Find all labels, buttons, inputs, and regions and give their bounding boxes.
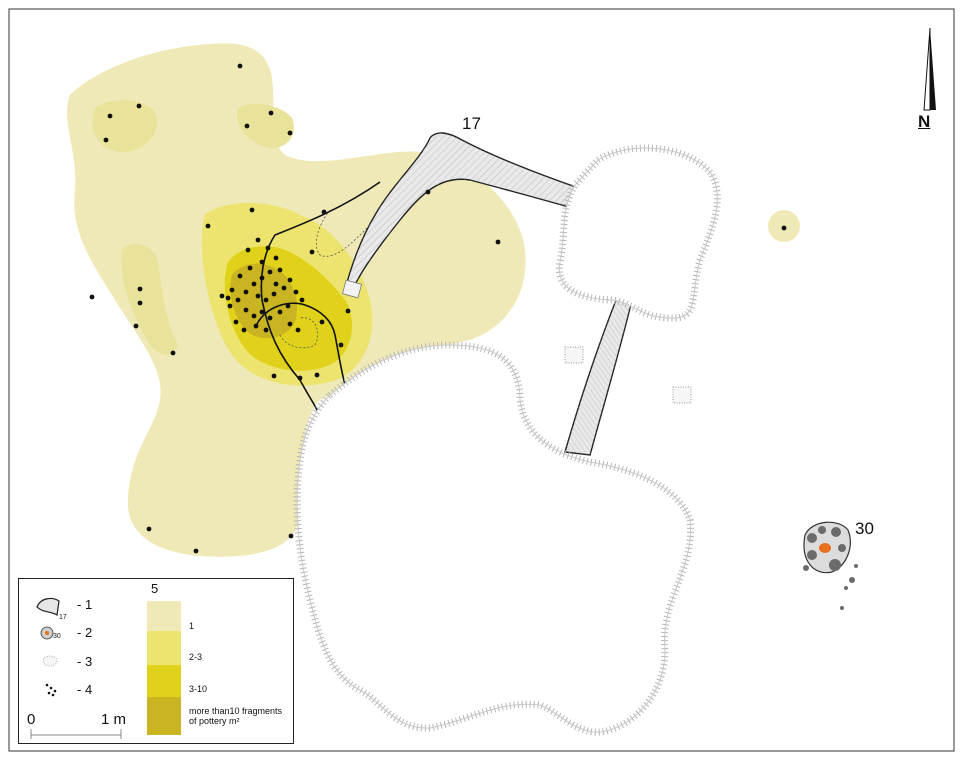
feature-30-label: 30: [855, 519, 874, 538]
pottery-finds: [89, 63, 787, 554]
feature-17-outline-west: [260, 181, 381, 413]
density-label-2-3: 2-3: [189, 652, 203, 662]
density-label-gt10: more than10 fragments of pottery m²: [189, 706, 283, 726]
feature-17-ditch-hatch: [345, 132, 590, 290]
density-legend-title: 5: [151, 581, 159, 596]
density-zone-2-3-b: [236, 103, 294, 148]
density-swatch-1: [147, 601, 181, 631]
posthole-marker-2: [564, 346, 584, 364]
scale-bar: [30, 729, 122, 739]
legend: 17 - 1 30 - 2 - 3 - 4 0 1 m 5 1 2-3 3-10…: [18, 578, 294, 744]
density-zone-gt10: [230, 263, 298, 339]
density-swatch-3-10: [147, 665, 181, 697]
legend-item-4-label: - 4: [77, 682, 93, 697]
legend-item-3-label: - 3: [77, 654, 93, 669]
posthole-marker-3: [672, 386, 692, 404]
pit-south-large-edge: [296, 344, 691, 733]
ditch-outline-icon: [36, 597, 60, 617]
pottery-dots-icon: [45, 683, 57, 697]
legend-item-1-label: - 1: [77, 597, 93, 612]
density-label-1: 1: [189, 621, 195, 631]
pit-icon: [42, 655, 58, 667]
north-arrow-icon: [923, 27, 936, 111]
density-zone-2-3-a: [92, 100, 157, 153]
pit-northeast-edge: [558, 147, 718, 319]
north-label: N: [918, 112, 931, 131]
posthole-marker-1: [341, 279, 363, 299]
density-label-3-10: 3-10: [189, 684, 208, 694]
feature-17-outline-east: [254, 302, 346, 386]
legend-item-2-sub: 30: [53, 633, 61, 640]
density-zone-2-3-c: [121, 243, 178, 355]
feature-17-dotted-inner: [279, 209, 371, 349]
legend-item-2-label: - 2: [77, 625, 93, 640]
feature-17-ditch-south-hatch: [565, 290, 632, 455]
map-frame: [8, 8, 955, 752]
pit-northeast: [555, 144, 721, 322]
pit-south-large: [293, 341, 694, 736]
density-swatch-2-3: [147, 631, 181, 665]
legend-item-1-sub: 17: [59, 614, 67, 621]
scale-end-label: 1 m: [101, 711, 127, 728]
feature-17-label: 17: [462, 114, 481, 133]
density-swatch-gt10: [147, 697, 181, 735]
scale-start-label: 0: [27, 711, 36, 728]
hearth-icon: [40, 626, 54, 640]
feature-30-hearth: [803, 521, 858, 610]
